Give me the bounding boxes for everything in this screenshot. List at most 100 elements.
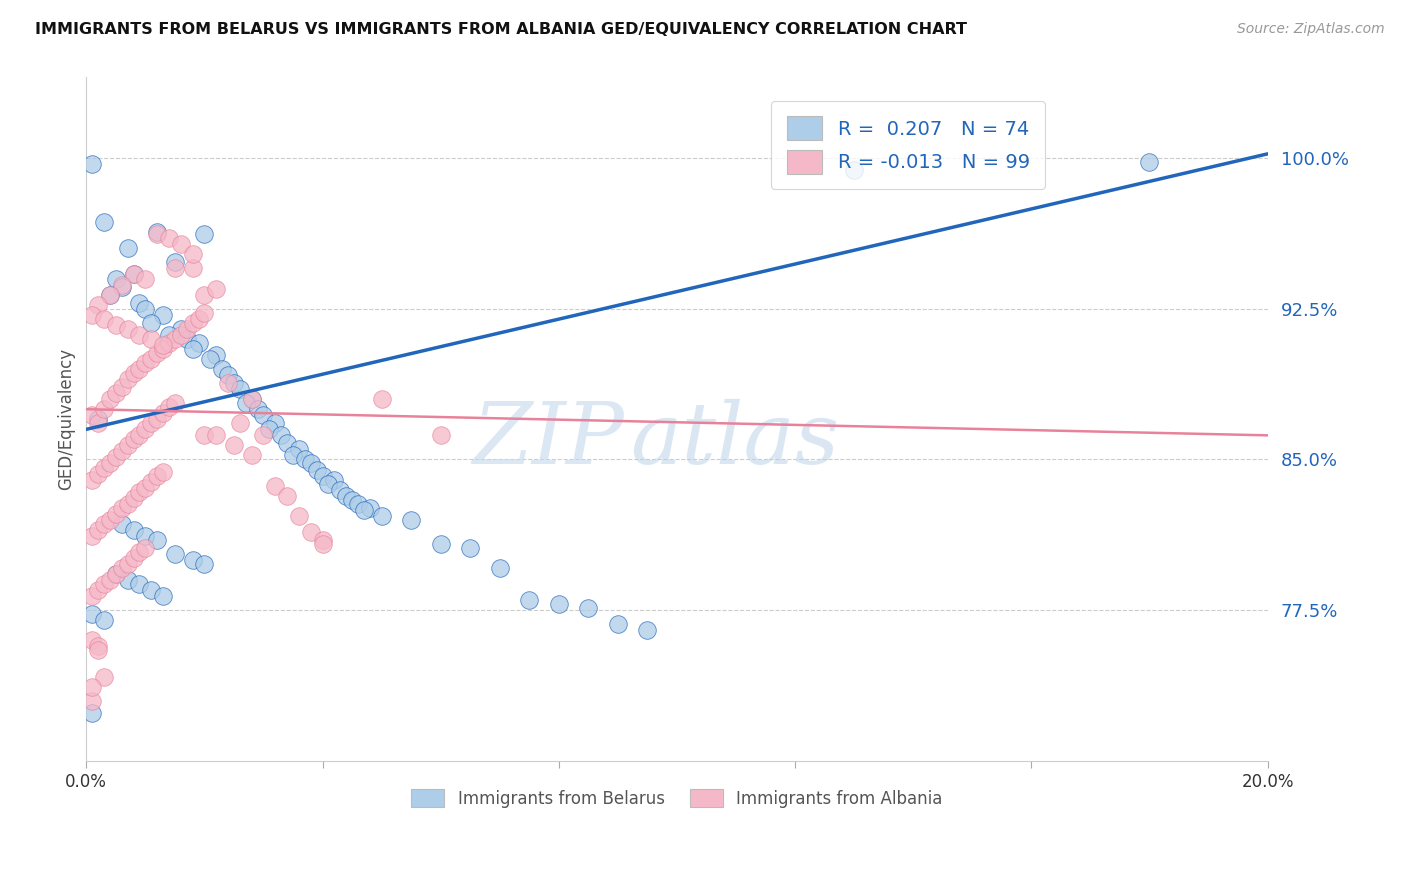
Point [82,157,104,171]
Point [294,452,316,467]
Point [134,541,156,555]
Point [134,301,156,316]
Point [329,483,352,497]
Point [82,308,104,322]
Point [276,436,298,450]
Point [429,537,451,551]
Point [141,583,163,598]
Point [157,231,180,245]
Point [122,523,145,537]
Point [117,573,139,587]
Point [122,268,145,282]
Point [104,386,127,401]
Point [181,247,204,261]
Point [176,322,198,336]
Point [222,376,245,390]
Text: ZIP: ZIP [472,399,624,481]
Point [205,428,228,442]
Point [117,372,139,386]
Point [576,601,599,615]
Point [98,287,121,301]
Point [87,467,110,481]
Point [93,402,115,417]
Point [211,362,233,376]
Point [117,557,139,571]
Point [252,409,274,423]
Point [128,577,150,591]
Legend: Immigrants from Belarus, Immigrants from Albania: Immigrants from Belarus, Immigrants from… [405,783,949,814]
Point [117,497,139,511]
Point [111,516,134,531]
Point [104,271,127,285]
Point [163,547,186,561]
Point [359,500,381,515]
Point [157,335,180,350]
Point [146,533,169,547]
Point [176,332,198,346]
Point [111,444,134,458]
Point [98,287,121,301]
Point [93,670,115,684]
Point [82,706,104,720]
Point [205,348,228,362]
Point [299,524,322,539]
Point [87,583,110,598]
Point [128,545,150,559]
Point [134,271,156,285]
Point [193,306,215,320]
Point [128,295,150,310]
Point [98,573,121,587]
Point [122,366,145,380]
Point [240,449,263,463]
Y-axis label: GED/Equivalency: GED/Equivalency [58,348,75,491]
Point [335,489,357,503]
Point [170,322,193,336]
Text: Source: ZipAtlas.com: Source: ZipAtlas.com [1237,22,1385,37]
Point [229,382,252,396]
Point [193,227,215,242]
Point [844,163,866,178]
Point [87,643,110,657]
Point [82,589,104,603]
Point [323,473,346,487]
Point [134,356,156,370]
Point [170,237,193,252]
Point [193,287,215,301]
Point [146,227,169,242]
Point [205,282,228,296]
Point [429,428,451,442]
Point [87,417,110,431]
Point [547,597,569,611]
Point [163,396,186,410]
Point [264,417,287,431]
Point [93,577,115,591]
Point [252,428,274,442]
Point [82,633,104,648]
Point [98,457,121,471]
Point [217,368,239,382]
Text: IMMIGRANTS FROM BELARUS VS IMMIGRANTS FROM ALBANIA GED/EQUIVALENCY CORRELATION C: IMMIGRANTS FROM BELARUS VS IMMIGRANTS FR… [35,22,967,37]
Point [104,567,127,582]
Point [222,438,245,452]
Point [111,277,134,292]
Point [340,492,363,507]
Point [122,268,145,282]
Point [281,449,304,463]
Point [399,513,422,527]
Point [152,589,174,603]
Point [146,346,169,360]
Point [606,617,628,632]
Point [318,476,340,491]
Point [217,376,239,390]
Point [270,428,292,442]
Point [1139,154,1161,169]
Point [181,553,204,567]
Point [111,500,134,515]
Point [240,392,263,406]
Point [141,475,163,489]
Point [82,680,104,694]
Point [141,332,163,346]
Point [193,428,215,442]
Point [141,351,163,366]
Point [181,342,204,356]
